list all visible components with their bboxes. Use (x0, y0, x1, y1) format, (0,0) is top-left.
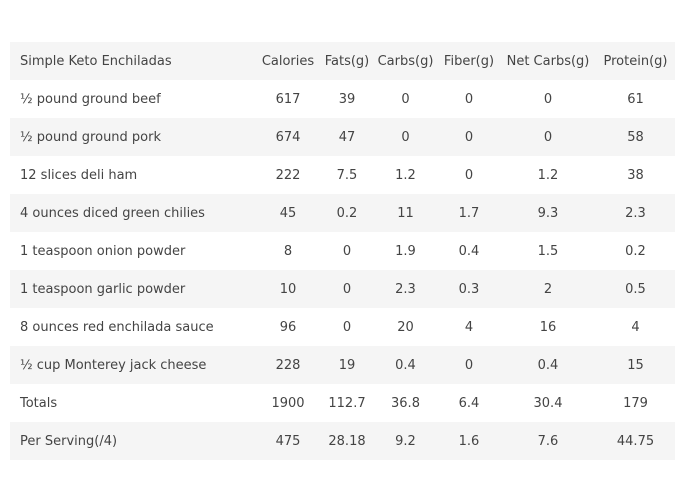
table-row: Totals 1900 112.7 36.8 6.4 30.4 179 (10, 384, 675, 422)
ingredient-cell: ½ cup Monterey jack cheese (20, 357, 207, 373)
fats-cell: 0 (342, 281, 352, 297)
net-carbs-cell: 30.4 (533, 395, 563, 411)
protein-cell: 61 (627, 91, 644, 107)
net-carbs-cell: 9.3 (537, 205, 559, 221)
header-recipe-name: Simple Keto Enchiladas (20, 53, 172, 69)
ingredient-cell: 1 teaspoon onion powder (20, 243, 186, 259)
fiber-cell: 0 (464, 167, 474, 183)
table-row: ½ pound ground pork 674 47 0 0 0 58 (10, 118, 675, 156)
calories-cell: 96 (279, 319, 297, 335)
calories-cell: 8 (283, 243, 293, 259)
header-net-carbs: Net Carbs(g) (506, 53, 590, 69)
table-row: Per Serving(/4) 475 28.18 9.2 1.6 7.6 44.75 (10, 422, 675, 460)
fats-cell: 39 (338, 91, 356, 107)
table-row: ½ pound ground beef 617 39 0 0 0 61 (10, 80, 675, 118)
net-carbs-cell: 2 (543, 281, 553, 297)
calories-cell: 45 (279, 205, 297, 221)
carbs-cell: 20 (397, 319, 414, 335)
fats-cell: 7.5 (336, 167, 358, 183)
table-body: ½ pound ground beef 617 39 0 0 0 61 ½ pound gro… (10, 80, 675, 460)
carbs-cell: 1.9 (395, 243, 416, 259)
ingredient-cell: Per Serving(/4) (20, 433, 118, 449)
calories-cell: 475 (275, 433, 301, 449)
net-carbs-cell: 16 (539, 319, 557, 335)
table-row: 12 slices deli ham 222 7.5 1.2 0 1.2 38 (10, 156, 675, 194)
table-row: ½ cup Monterey jack cheese 228 19 0.4 0 0.4 15 (10, 346, 675, 384)
protein-cell: 38 (627, 167, 644, 183)
carbs-cell: 36.8 (391, 395, 420, 411)
fats-cell: 112.7 (328, 395, 366, 411)
net-carbs-cell: 1.5 (537, 243, 559, 259)
fiber-cell: 0 (464, 91, 474, 107)
ingredient-cell: Totals (20, 395, 58, 411)
carbs-cell: 1.2 (395, 167, 416, 183)
fats-cell: 47 (338, 129, 356, 145)
fiber-cell: 4 (464, 319, 474, 335)
header-protein: Protein(g) (603, 53, 668, 69)
table-row: 1 teaspoon garlic powder 10 0 2.3 0.3 2 0.5 (10, 270, 675, 308)
net-carbs-cell: 0.4 (537, 357, 559, 373)
header-fats: Fats(g) (324, 53, 370, 69)
calories-cell: 10 (279, 281, 297, 297)
ingredient-cell: 1 teaspoon garlic powder (20, 281, 186, 297)
fats-cell: 0 (342, 243, 352, 259)
ingredient-cell: 4 ounces diced green chilies (20, 205, 205, 221)
protein-cell: 179 (623, 395, 648, 411)
header-row: Simple Keto Enchiladas Calories Fats(g) … (10, 42, 675, 80)
ingredient-cell: 12 slices deli ham (20, 167, 138, 183)
header-calories: Calories (261, 53, 315, 69)
fiber-cell: 0.4 (458, 243, 480, 259)
fats-cell: 28.18 (328, 433, 366, 449)
carbs-cell: 0 (401, 129, 410, 145)
carbs-cell: 0 (401, 91, 410, 107)
net-carbs-cell: 0 (543, 129, 553, 145)
carbs-cell: 11 (397, 205, 414, 221)
protein-cell: 58 (627, 129, 644, 145)
net-carbs-cell: 7.6 (537, 433, 559, 449)
carbs-cell: 0.4 (395, 357, 416, 373)
protein-cell: 0.5 (625, 281, 646, 297)
fiber-cell: 0.3 (458, 281, 480, 297)
protein-cell: 44.75 (616, 433, 655, 449)
ingredient-cell: ½ pound ground pork (20, 129, 162, 145)
fats-cell: 0 (342, 319, 352, 335)
fiber-cell: 0 (464, 357, 474, 373)
table-header: Simple Keto Enchiladas Calories Fats(g) … (10, 42, 675, 80)
fiber-cell: 0 (464, 129, 474, 145)
fiber-cell: 6.4 (458, 395, 480, 411)
table-row: 1 teaspoon onion powder 8 0 1.9 0.4 1.5 0.2 (10, 232, 675, 270)
header-fiber: Fiber(g) (443, 53, 495, 69)
carbs-cell: 9.2 (395, 433, 416, 449)
calories-cell: 228 (275, 357, 301, 373)
table-row: 8 ounces red enchilada sauce 96 0 20 4 16 4 (10, 308, 675, 346)
net-carbs-cell: 0 (543, 91, 553, 107)
fats-cell: 0.2 (336, 205, 358, 221)
header-carbs: Carbs(g) (377, 53, 434, 69)
calories-cell: 222 (275, 167, 301, 183)
nutrition-table-container: Simple Keto Enchiladas Calories Fats(g) … (10, 42, 675, 460)
table-row: 4 ounces diced green chilies 45 0.2 11 1.7 9.… (10, 194, 675, 232)
calories-cell: 617 (275, 91, 301, 107)
protein-cell: 15 (627, 357, 644, 373)
protein-cell: 0.2 (625, 243, 646, 259)
fiber-cell: 1.7 (458, 205, 480, 221)
ingredient-cell: 8 ounces red enchilada sauce (20, 319, 214, 335)
net-carbs-cell: 1.2 (537, 167, 559, 183)
ingredient-cell: ½ pound ground beef (20, 91, 161, 107)
protein-cell: 4 (631, 319, 640, 335)
protein-cell: 2.3 (625, 205, 646, 221)
fats-cell: 19 (338, 357, 356, 373)
calories-cell: 674 (275, 129, 301, 145)
nutrition-table: Simple Keto Enchiladas Calories Fats(g) … (10, 42, 675, 460)
carbs-cell: 2.3 (395, 281, 416, 297)
fiber-cell: 1.6 (458, 433, 480, 449)
calories-cell: 1900 (271, 395, 305, 411)
